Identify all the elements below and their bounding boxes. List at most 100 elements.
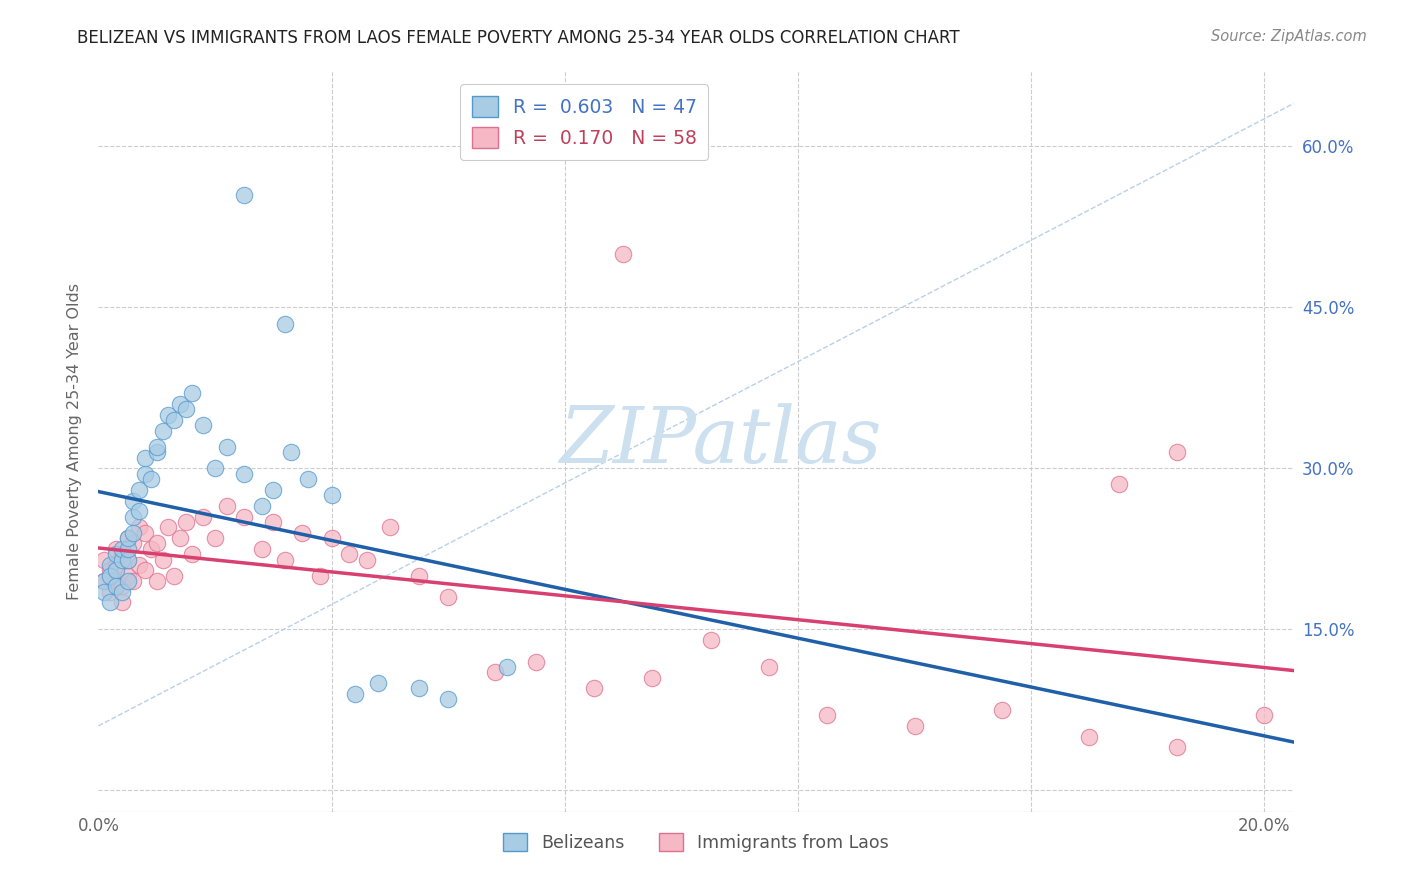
Point xyxy=(98,595,121,609)
Point xyxy=(104,541,127,556)
Legend: Belizeans, Immigrants from Laos: Belizeans, Immigrants from Laos xyxy=(496,826,896,859)
Point xyxy=(111,579,134,593)
Point xyxy=(274,552,297,566)
Point xyxy=(145,440,167,454)
Point xyxy=(98,563,121,577)
Point xyxy=(215,440,238,454)
Point xyxy=(309,568,332,582)
Point xyxy=(122,525,145,540)
Point xyxy=(93,574,115,588)
Point xyxy=(215,499,238,513)
Point xyxy=(250,541,273,556)
Point xyxy=(93,552,115,566)
Point xyxy=(262,515,284,529)
Point xyxy=(134,450,156,465)
Point xyxy=(174,402,197,417)
Point xyxy=(163,568,186,582)
Point xyxy=(98,568,121,582)
Point xyxy=(437,692,460,706)
Point xyxy=(1166,740,1188,755)
Point xyxy=(111,541,134,556)
Point xyxy=(111,595,134,609)
Point xyxy=(356,552,378,566)
Point xyxy=(343,687,366,701)
Point xyxy=(321,488,343,502)
Point xyxy=(321,531,343,545)
Point xyxy=(903,719,925,733)
Point xyxy=(98,558,121,572)
Point xyxy=(128,558,150,572)
Point xyxy=(122,509,145,524)
Point xyxy=(145,574,167,588)
Point xyxy=(582,681,605,696)
Point xyxy=(274,317,297,331)
Point xyxy=(122,493,145,508)
Point xyxy=(98,584,121,599)
Point xyxy=(93,584,115,599)
Point xyxy=(1108,477,1130,491)
Point xyxy=(641,671,664,685)
Point xyxy=(139,541,162,556)
Point xyxy=(145,536,167,550)
Point xyxy=(180,547,202,561)
Point xyxy=(180,386,202,401)
Point xyxy=(117,574,139,588)
Point xyxy=(699,633,721,648)
Point xyxy=(367,676,389,690)
Point xyxy=(337,547,360,561)
Text: Source: ZipAtlas.com: Source: ZipAtlas.com xyxy=(1211,29,1367,44)
Point xyxy=(169,531,191,545)
Point xyxy=(157,408,180,422)
Point xyxy=(193,418,215,433)
Text: ZIPatlas: ZIPatlas xyxy=(558,403,882,480)
Point xyxy=(117,552,139,566)
Point xyxy=(408,681,430,696)
Point xyxy=(117,531,139,545)
Point xyxy=(204,461,226,475)
Point xyxy=(157,520,180,534)
Point xyxy=(122,574,145,588)
Point xyxy=(524,655,547,669)
Point xyxy=(193,509,215,524)
Point xyxy=(134,467,156,481)
Point xyxy=(280,445,302,459)
Point xyxy=(758,660,780,674)
Point xyxy=(612,246,634,260)
Point xyxy=(111,552,134,566)
Point xyxy=(815,708,838,723)
Point xyxy=(297,472,319,486)
Point xyxy=(104,563,127,577)
Point xyxy=(262,483,284,497)
Point xyxy=(991,703,1014,717)
Point xyxy=(1078,730,1101,744)
Point xyxy=(128,483,150,497)
Point xyxy=(152,424,174,438)
Point xyxy=(233,467,256,481)
Point xyxy=(139,472,162,486)
Point xyxy=(169,397,191,411)
Point xyxy=(104,558,127,572)
Point xyxy=(117,531,139,545)
Point xyxy=(145,445,167,459)
Point xyxy=(408,568,430,582)
Point xyxy=(111,547,134,561)
Point xyxy=(111,584,134,599)
Point xyxy=(134,525,156,540)
Point xyxy=(104,579,127,593)
Point xyxy=(163,413,186,427)
Point xyxy=(174,515,197,529)
Y-axis label: Female Poverty Among 25-34 Year Olds: Female Poverty Among 25-34 Year Olds xyxy=(67,283,83,600)
Point xyxy=(134,563,156,577)
Point xyxy=(104,574,127,588)
Point xyxy=(1253,708,1275,723)
Point xyxy=(291,525,314,540)
Point xyxy=(1166,445,1188,459)
Point xyxy=(117,541,139,556)
Point xyxy=(250,499,273,513)
Point xyxy=(204,531,226,545)
Point xyxy=(484,665,506,680)
Point xyxy=(233,187,256,202)
Point xyxy=(152,552,174,566)
Point xyxy=(104,547,127,561)
Point xyxy=(117,568,139,582)
